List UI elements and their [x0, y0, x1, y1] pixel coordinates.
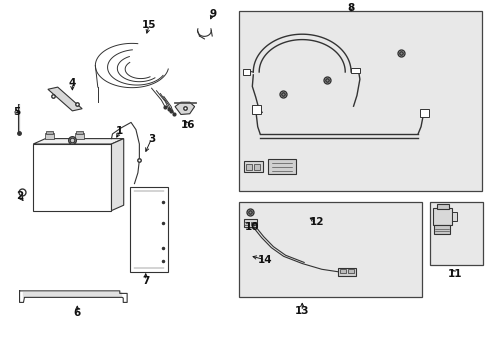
Text: 4: 4 [68, 78, 76, 88]
Bar [267, 159, 296, 174]
Text: 8: 8 [347, 3, 354, 13]
Bar [243, 161, 263, 172]
Bar [338, 268, 355, 276]
Polygon shape [175, 102, 194, 114]
Polygon shape [33, 139, 123, 144]
Bar [243, 219, 257, 227]
Polygon shape [48, 87, 82, 111]
Text: 5: 5 [13, 107, 20, 117]
Bar [419, 109, 428, 117]
Text: 13: 13 [294, 306, 309, 316]
Text: 9: 9 [209, 9, 216, 19]
Text: 10: 10 [244, 222, 259, 232]
Bar [347, 269, 353, 273]
Text: 14: 14 [258, 255, 272, 265]
Bar [340, 269, 346, 273]
Text: 3: 3 [148, 134, 155, 144]
Bar [75, 133, 83, 139]
Bar [130, 187, 168, 272]
Bar [432, 208, 451, 225]
Bar [244, 222, 249, 225]
Bar [242, 69, 250, 75]
Bar [46, 131, 53, 134]
Text: 11: 11 [447, 269, 461, 279]
Text: 12: 12 [309, 217, 324, 228]
Bar [251, 222, 256, 225]
Bar [254, 164, 260, 170]
Text: 2: 2 [16, 191, 23, 201]
Bar [252, 105, 261, 114]
Text: 15: 15 [142, 20, 156, 30]
Bar [174, 102, 195, 103]
Bar [451, 212, 456, 221]
Bar [433, 225, 449, 234]
Text: 16: 16 [181, 120, 195, 130]
Bar [238, 11, 481, 191]
Bar [33, 144, 111, 211]
Bar [429, 202, 482, 265]
Bar [45, 133, 54, 139]
Bar [245, 164, 251, 170]
Bar [350, 68, 359, 73]
Text: 6: 6 [74, 308, 81, 318]
Polygon shape [111, 139, 123, 211]
Text: 1: 1 [116, 126, 123, 136]
Bar [76, 131, 82, 134]
Bar [238, 202, 421, 297]
Text: 7: 7 [142, 276, 149, 286]
Bar [436, 204, 448, 209]
